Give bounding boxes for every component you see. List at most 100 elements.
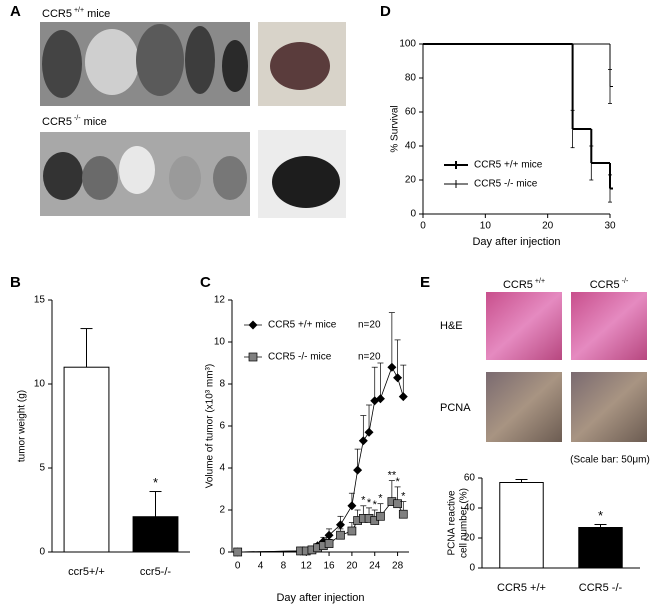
marker	[248, 352, 258, 362]
marker	[233, 547, 243, 557]
gene-name: CCR5	[42, 8, 72, 20]
y-tick-label: 0	[410, 209, 416, 220]
genotype: +/+	[535, 278, 545, 285]
marker	[398, 392, 408, 402]
bar	[132, 516, 179, 553]
marker	[393, 499, 402, 509]
row-label: PCNA	[440, 402, 471, 414]
x-tick-label: ccr5-/-	[140, 566, 172, 578]
y-tick-label: 4	[219, 463, 225, 474]
significance: *	[378, 493, 383, 505]
panel-label: B	[10, 274, 21, 291]
legend-label: CCR5 +/+ mice	[474, 160, 543, 171]
x-tick-label: 4	[258, 561, 264, 572]
x-tick-label: 0	[420, 221, 426, 232]
x-tick-label: 16	[324, 561, 336, 572]
legend-label: CCR5 -/- mice	[268, 352, 332, 363]
panel-label: C	[200, 274, 211, 291]
tumor-photo	[40, 22, 250, 216]
marker	[376, 511, 385, 521]
y-tick-label: 10	[34, 379, 46, 390]
panel-label: D	[380, 3, 391, 20]
legend-note: n=20	[358, 320, 381, 331]
x-tick-label: 30	[604, 221, 616, 232]
genotype: +/+	[74, 7, 84, 14]
x-axis-label: Day after injection	[276, 592, 364, 604]
x-tick-label: ccr5+/+	[68, 566, 105, 578]
marker	[358, 436, 368, 446]
x-tick-label: 8	[281, 561, 287, 572]
bar	[578, 527, 623, 569]
bar	[63, 366, 110, 553]
genotype-label: CCR5 +/+ mice	[42, 7, 110, 20]
y-tick-label: 0	[469, 563, 475, 574]
x-tick-label: CCR5 -/-	[579, 582, 623, 594]
bar	[499, 482, 544, 569]
marker	[347, 526, 357, 536]
genotype: -/-	[74, 115, 81, 122]
y-tick-label: 100	[399, 39, 416, 50]
marker	[336, 530, 345, 540]
marker	[393, 373, 403, 383]
significance: *	[373, 499, 378, 511]
y-tick-label: 12	[214, 295, 226, 306]
y-tick-label: 60	[405, 107, 417, 118]
scale-note: (Scale bar: 50μm)	[570, 455, 650, 466]
significance: *	[361, 495, 366, 507]
x-tick-label: 28	[392, 561, 404, 572]
genotype: -/-	[622, 278, 629, 285]
marker	[324, 539, 334, 548]
y-tick-label: 20	[464, 533, 476, 544]
y-tick-label: 20	[405, 175, 417, 186]
y-tick-label: 5	[39, 463, 45, 474]
y-tick-label: 8	[219, 379, 225, 390]
x-tick-label: 0	[235, 561, 241, 572]
y-axis-label: tumor weight (g)	[17, 390, 28, 462]
legend-note: n=20	[358, 352, 381, 363]
y-tick-label: 0	[219, 547, 225, 558]
gene-name: CCR5	[42, 116, 72, 128]
x-tick-label: 10	[480, 221, 492, 232]
y-tick-label: 40	[405, 141, 417, 152]
significance: *	[395, 476, 400, 488]
row-label: H&E	[440, 320, 463, 332]
x-tick-label: CCR5 +/+	[497, 582, 546, 594]
mouse-photo	[258, 22, 346, 218]
marker	[248, 320, 258, 330]
significance: *	[598, 508, 603, 523]
significance: *	[367, 497, 372, 509]
x-axis-label: Day after injection	[472, 236, 560, 248]
gene-name: CCR5	[590, 279, 620, 291]
genotype-label: CCR5 -/-	[590, 278, 629, 291]
y-tick-label: 40	[464, 503, 476, 514]
x-tick-label: 24	[369, 561, 381, 572]
legend-label: CCR5 +/+ mice	[268, 320, 337, 331]
panel-label: A	[10, 3, 21, 20]
y-tick-label: 60	[464, 473, 476, 484]
label-suffix: mice	[87, 8, 110, 20]
y-tick-label: 0	[39, 547, 45, 558]
genotype-label: CCR5 +/+	[503, 278, 545, 291]
x-tick-label: 20	[346, 561, 358, 572]
marker	[375, 394, 385, 404]
label-suffix: mice	[84, 116, 107, 128]
x-tick-label: 20	[542, 221, 554, 232]
panel-label: E	[420, 274, 430, 291]
y-axis-label: % Survival	[390, 105, 401, 152]
y-tick-label: 6	[219, 421, 225, 432]
marker	[387, 362, 397, 372]
y-tick-label: 10	[214, 337, 226, 348]
y-tick-label: 15	[34, 295, 46, 306]
y-tick-label: 2	[219, 505, 225, 516]
marker	[398, 509, 408, 519]
significance: **	[388, 470, 397, 482]
marker	[347, 501, 357, 511]
significance: *	[401, 491, 406, 503]
y-axis-label: PCNA reactive	[447, 490, 458, 555]
panel-label: E	[420, 274, 430, 291]
marker	[364, 427, 374, 437]
gene-name: CCR5	[503, 279, 533, 291]
significance: *	[153, 475, 158, 490]
marker	[353, 465, 363, 475]
